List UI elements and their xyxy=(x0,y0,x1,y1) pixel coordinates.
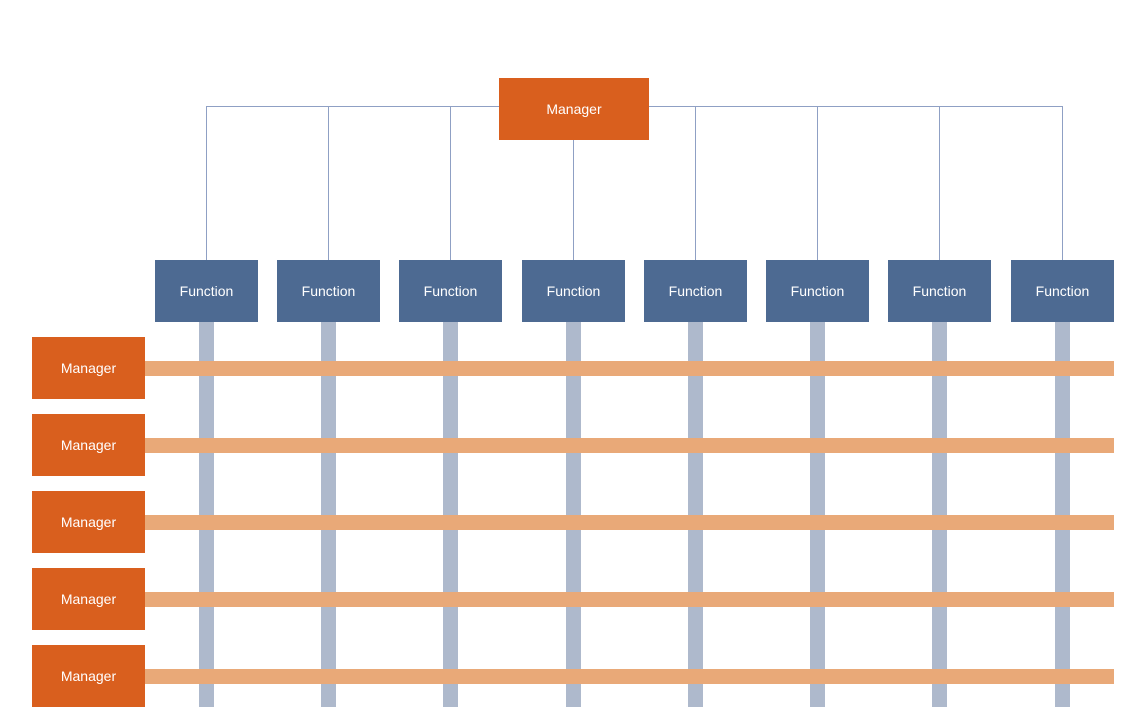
function-node-7: Function xyxy=(1011,260,1114,322)
top-manager-node: Manager xyxy=(499,78,649,140)
side-manager-node-4: Manager xyxy=(32,645,145,707)
side-manager-node-3: Manager xyxy=(32,568,145,630)
connector-v-6 xyxy=(939,106,941,260)
function-node-6: Function xyxy=(888,260,991,322)
connector-v-5 xyxy=(817,106,819,260)
function-node-1: Function xyxy=(277,260,380,322)
matrix-hbar-1 xyxy=(145,438,1114,453)
matrix-hbar-0 xyxy=(145,361,1114,376)
connector-v-0 xyxy=(206,106,208,260)
connector-v-2 xyxy=(450,106,452,260)
side-manager-node-1: Manager xyxy=(32,414,145,476)
function-node-5: Function xyxy=(766,260,869,322)
matrix-hbar-2 xyxy=(145,515,1114,530)
side-manager-node-0: Manager xyxy=(32,337,145,399)
org-chart: ManagerFunctionFunctionFunctionFunctionF… xyxy=(0,0,1148,724)
matrix-hbar-3 xyxy=(145,592,1114,607)
function-node-0: Function xyxy=(155,260,258,322)
connector-v-4 xyxy=(695,106,697,260)
connector-v-1 xyxy=(328,106,330,260)
connector-v-7 xyxy=(1062,106,1064,260)
matrix-hbar-4 xyxy=(145,669,1114,684)
function-node-3: Function xyxy=(522,260,625,322)
function-node-2: Function xyxy=(399,260,502,322)
side-manager-node-2: Manager xyxy=(32,491,145,553)
function-node-4: Function xyxy=(644,260,747,322)
